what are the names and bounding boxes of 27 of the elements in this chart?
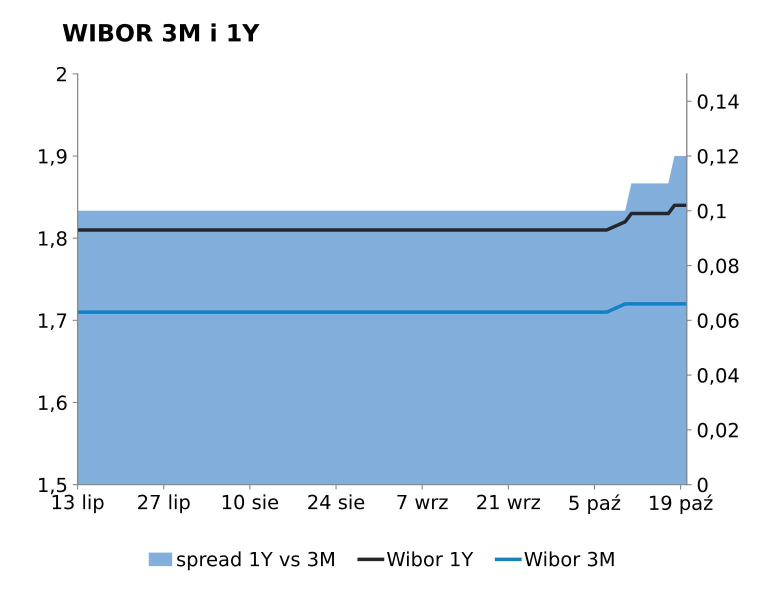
x-tick-label: 13 lip [52, 494, 104, 514]
x-tick-label: 7 wrz [397, 494, 448, 510]
line-series [78, 204, 687, 232]
y2-tick-label: 0,08 [698, 258, 738, 276]
y-tick-label: 1,6 [39, 395, 67, 412]
x-tick-label: 10 sie [222, 494, 278, 510]
y2-tick-label: 0,14 [698, 94, 739, 111]
y2-tick-label: 0,12 [698, 148, 738, 166]
x-tick-label: 24 sie [308, 494, 364, 510]
y-tick-label: 1,8 [39, 231, 67, 248]
chart-title: WIBOR 3M i 1Y [62, 23, 260, 42]
y2-tick-label: 0,1 [698, 204, 726, 220]
legend-label: Wibor 1Y [387, 551, 474, 566]
y2-tick-label: 0,02 [698, 422, 738, 440]
x-tick-label: 27 lip [138, 494, 190, 514]
y-tick-label: 2 [56, 66, 66, 82]
legend-label: spread 1Y vs 3M [177, 551, 334, 570]
y2-tick-label: 0,04 [698, 368, 739, 385]
y-tick-label: 1,7 [39, 314, 66, 330]
x-tick-label: 5 paź [569, 494, 620, 514]
x-tick-label: 19 paź [650, 494, 712, 514]
y-tick-label: 1,9 [39, 148, 67, 166]
y-tick-label: 1,5 [39, 478, 66, 494]
y2-tick-label: 0,06 [698, 313, 739, 330]
legend-label: Wibor 3M [524, 551, 614, 566]
y2-tick-label: 0 [698, 478, 708, 492]
x-tick-label: 21 wrz [477, 494, 540, 510]
